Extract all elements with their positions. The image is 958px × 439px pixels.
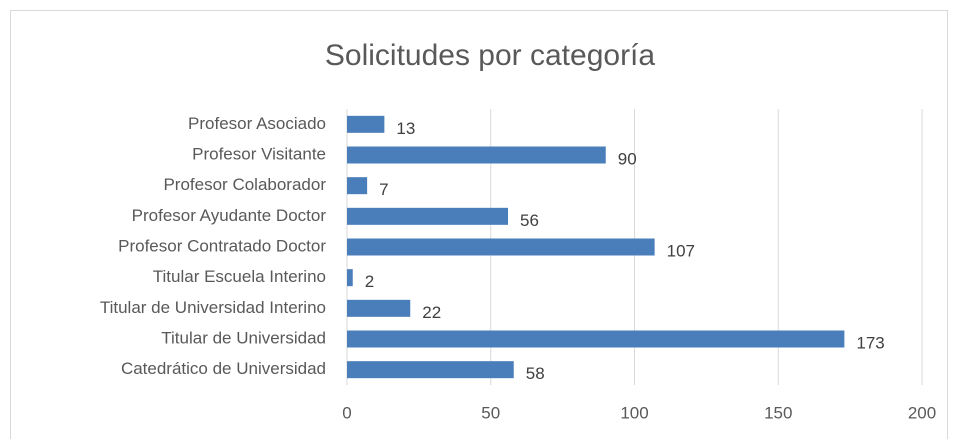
x-tick-label: 0 — [342, 403, 351, 422]
bar — [347, 177, 368, 195]
bar — [347, 361, 514, 379]
data-label: 56 — [520, 211, 539, 230]
data-label: 173 — [856, 333, 884, 352]
y-tick-label: Profesor Ayudante Doctor — [132, 206, 327, 225]
x-tick-label: 50 — [481, 403, 500, 422]
data-label: 13 — [396, 119, 415, 138]
y-tick-label: Titular de Universidad — [161, 328, 326, 347]
data-label: 7 — [379, 180, 388, 199]
y-tick-label: Profesor Visitante — [192, 144, 326, 163]
x-tick-label: 150 — [764, 403, 792, 422]
data-label: 58 — [526, 364, 545, 383]
bar — [347, 115, 385, 133]
y-tick-label: Profesor Colaborador — [163, 175, 326, 194]
data-label: 22 — [422, 303, 441, 322]
data-label: 107 — [667, 241, 695, 260]
bar — [347, 146, 606, 164]
bar — [347, 269, 353, 287]
data-label: 2 — [365, 272, 374, 291]
y-tick-label: Titular de Universidad Interino — [100, 298, 326, 317]
data-label: 90 — [618, 149, 637, 168]
y-tick-label: Profesor Contratado Doctor — [118, 236, 326, 255]
bar — [347, 207, 508, 225]
x-tick-label: 100 — [620, 403, 648, 422]
y-tick-label: Catedrático de Universidad — [121, 359, 326, 378]
bar — [347, 238, 655, 256]
chart-title: Solicitudes por categoría — [325, 39, 656, 72]
bar — [347, 299, 411, 317]
x-tick-label: 200 — [908, 403, 936, 422]
bar — [347, 330, 845, 348]
y-tick-label: Profesor Asociado — [188, 114, 326, 133]
y-tick-label: Titular Escuela Interino — [153, 267, 326, 286]
